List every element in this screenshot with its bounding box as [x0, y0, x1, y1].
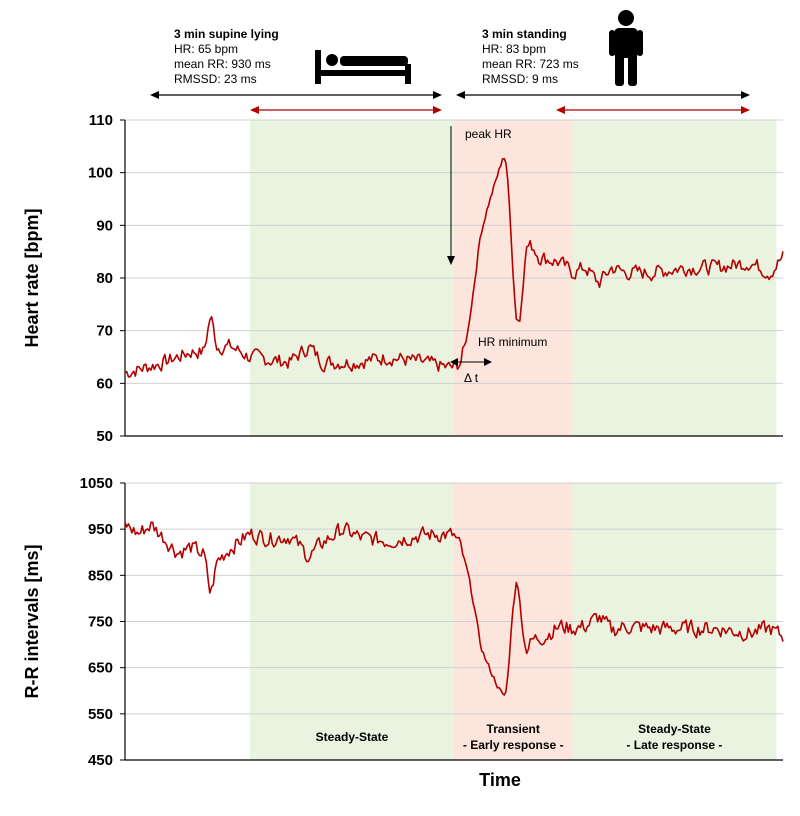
y-tick-label: 650 [88, 660, 113, 677]
supine-stat-hr: HR: 65 bpm [174, 42, 238, 56]
hr-minimum-label: HR minimum [478, 335, 547, 349]
y-tick-label: 110 [89, 112, 113, 129]
supine-stat-rr: mean RR: 930 ms [174, 57, 271, 71]
hr-annotations: peak HR HR minimum Δ t [447, 126, 547, 385]
y-tick-label: 60 [96, 375, 113, 392]
standing-stat-hr: HR: 83 bpm [482, 42, 546, 56]
region-label: Steady-State [316, 730, 389, 744]
standing-stat-rmssd: RMSSD: 9 ms [482, 72, 558, 86]
standing-person-icon [609, 10, 643, 86]
y-tick-label: 550 [88, 706, 113, 723]
region-label: Transient [487, 722, 540, 736]
region-sublabel: - Late response - [626, 738, 722, 752]
y-tick-label: 70 [96, 323, 113, 340]
series-line-1 [124, 521, 784, 696]
standing-stat-rr: mean RR: 723 ms [482, 57, 579, 71]
x-axis-title: Time [479, 770, 521, 790]
y-tick-label: 750 [88, 614, 113, 631]
supine-stat-rmssd: RMSSD: 23 ms [174, 72, 257, 86]
y-axis-title: Heart rate [bpm] [22, 208, 42, 347]
peak-hr-arrowhead [447, 256, 455, 265]
region-label: Steady-State [638, 722, 711, 736]
y-tick-label: 1050 [80, 475, 113, 492]
standing-title: 3 min standing [482, 27, 567, 41]
supine-title: 3 min supine lying [174, 27, 279, 41]
y-tick-label: 850 [88, 567, 113, 584]
header: 3 min supine lying HR: 65 bpm mean RR: 9… [150, 10, 750, 114]
y-tick-label: 80 [96, 270, 113, 287]
phase-arrows [150, 91, 750, 99]
y-axis-title: R-R intervals [ms] [22, 544, 42, 698]
y-tick-label: 950 [88, 521, 113, 538]
y-tick-label: 90 [96, 217, 113, 234]
y-tick-label: 100 [88, 165, 113, 182]
heart-rate-panel: 50 60 70 80 90 100 110 Heart rate [bpm] [22, 112, 784, 445]
delta-t-label: Δ t [464, 371, 479, 385]
peak-hr-label: peak HR [465, 127, 512, 141]
region-sublabel: - Early response - [463, 738, 564, 752]
region-labels: Steady-State Transient - Early response - S… [316, 722, 723, 752]
y-tick-label: 450 [88, 752, 113, 769]
phase-regions [250, 120, 777, 760]
bed-icon [315, 50, 411, 84]
steady-state-arrows [250, 106, 750, 114]
y-tick-label: 50 [96, 428, 113, 445]
rr-interval-panel: 450 550 650 750 850 950 1050 R-R intervals [ms] [22, 475, 784, 769]
